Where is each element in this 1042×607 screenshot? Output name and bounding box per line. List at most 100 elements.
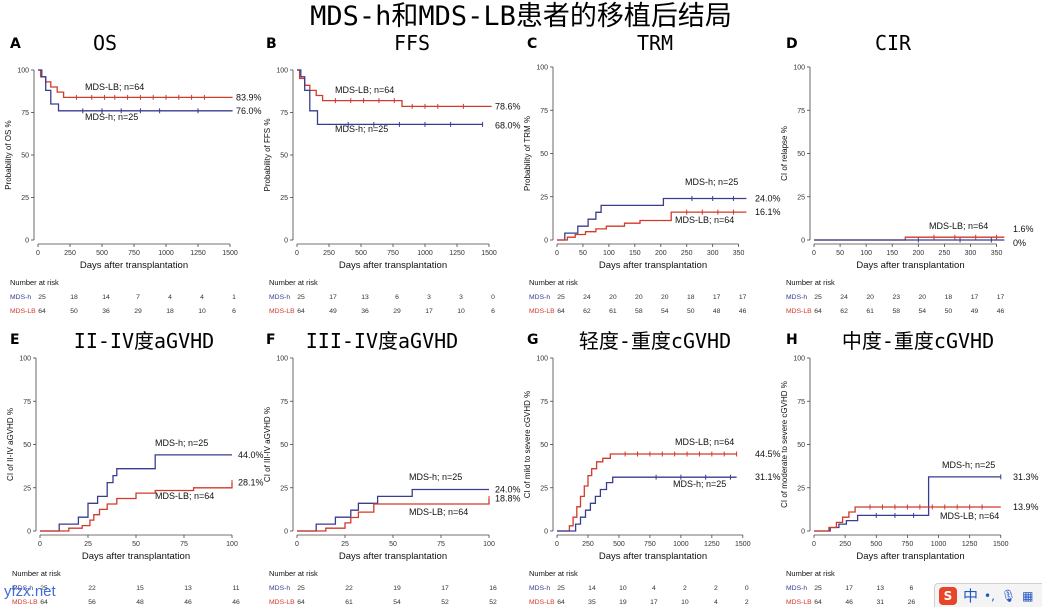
risk-value: 36 bbox=[361, 308, 369, 315]
x-tick-label: 25 bbox=[84, 541, 92, 548]
risk-value: 25 bbox=[297, 294, 305, 301]
microphone-icon[interactable]: 🎙 bbox=[1000, 588, 1017, 603]
risk-value: 49 bbox=[971, 308, 979, 315]
series-annotation: MDS-h; n=25 bbox=[409, 472, 462, 482]
end-value-label: 24.0% bbox=[755, 193, 781, 203]
y-axis-label: CI of III-IV aGVHD % bbox=[263, 407, 272, 482]
x-tick-label: 750 bbox=[644, 541, 656, 548]
risk-value: 20 bbox=[661, 294, 669, 301]
risk-value: 20 bbox=[866, 294, 874, 301]
x-tick-label: 350 bbox=[733, 250, 745, 257]
risk-value: 29 bbox=[134, 308, 142, 315]
risk-value: 13 bbox=[184, 585, 192, 592]
risk-value: 54 bbox=[919, 308, 927, 315]
y-axis-label: Probability of FFS % bbox=[263, 119, 272, 192]
y-tick-label: 50 bbox=[280, 153, 288, 160]
risk-value: 35 bbox=[588, 599, 596, 606]
end-value-label: 83.9% bbox=[236, 92, 262, 102]
figure-title: MDS-h和MDS-LB患者的移植后结局 bbox=[310, 1, 732, 32]
x-axis-label: Days after transplantation bbox=[599, 260, 707, 271]
risk-value: 10 bbox=[198, 308, 206, 315]
panel-letter: B bbox=[266, 36, 277, 52]
end-value-label: 31.3% bbox=[1013, 472, 1039, 482]
risk-row-name: MDS-LB bbox=[269, 599, 295, 606]
x-tick-label: 250 bbox=[64, 250, 76, 257]
end-value-label: 16.1% bbox=[755, 207, 781, 217]
x-tick-label: 100 bbox=[860, 250, 872, 257]
end-value-label: 0% bbox=[1013, 238, 1026, 248]
panel-E: E II-IV度aGVHD 0 25 50 75 100 0 25 50 75 100 Days aft… bbox=[6, 329, 264, 606]
risk-value: 46 bbox=[739, 308, 747, 315]
end-value-label: 44.0% bbox=[238, 450, 264, 460]
x-axis-label: Days after transplantation bbox=[856, 260, 964, 271]
risk-value: 64 bbox=[297, 599, 305, 606]
risk-value: 64 bbox=[38, 308, 46, 315]
y-tick-label: 25 bbox=[21, 195, 29, 202]
risk-row-name: MDS-LB bbox=[529, 308, 555, 315]
risk-value: 25 bbox=[557, 585, 565, 592]
y-tick-label: 75 bbox=[280, 399, 288, 406]
x-tick-label: 100 bbox=[226, 541, 238, 548]
end-value-label: 18.8% bbox=[495, 493, 521, 503]
risk-value: 20 bbox=[635, 294, 643, 301]
risk-table-title: Number at risk bbox=[529, 278, 578, 287]
x-tick-label: 1000 bbox=[158, 250, 174, 257]
curve-mds-h bbox=[557, 476, 737, 532]
punctuation-icon[interactable]: •, bbox=[984, 588, 995, 603]
risk-value: 22 bbox=[345, 585, 353, 592]
risk-table-title: Number at risk bbox=[10, 278, 59, 287]
risk-value: 61 bbox=[345, 599, 353, 606]
curve-mds-h bbox=[40, 454, 232, 532]
ime-language-toggle[interactable]: 中 bbox=[963, 587, 979, 605]
risk-value: 25 bbox=[814, 585, 822, 592]
panel-letter: G bbox=[527, 332, 539, 348]
end-value-label: 1.6% bbox=[1013, 224, 1034, 234]
y-tick-label: 25 bbox=[280, 195, 288, 202]
end-value-label: 68.0% bbox=[495, 120, 521, 130]
risk-row-name: MDS-h bbox=[12, 585, 33, 592]
y-axis-label: CI of mild to severe cGVHD % bbox=[523, 391, 532, 499]
y-tick-label: 100 bbox=[793, 65, 805, 72]
y-tick-label: 50 bbox=[540, 151, 548, 158]
end-value-label: 44.5% bbox=[755, 449, 781, 459]
panel-letter: C bbox=[527, 36, 537, 52]
y-tick-label: 50 bbox=[280, 442, 288, 449]
x-tick-label: 500 bbox=[870, 541, 882, 548]
y-tick-label: 0 bbox=[801, 238, 805, 245]
risk-value: 50 bbox=[945, 308, 953, 315]
risk-value: 19 bbox=[619, 599, 627, 606]
risk-table-title: Number at risk bbox=[12, 569, 61, 578]
curve-mds-lb bbox=[38, 69, 233, 99]
risk-value: 4 bbox=[168, 294, 172, 301]
y-tick-label: 25 bbox=[540, 485, 548, 492]
x-tick-label: 0 bbox=[36, 250, 40, 257]
x-tick-label: 1000 bbox=[673, 541, 689, 548]
risk-value: 17 bbox=[739, 294, 747, 301]
risk-row-name: MDS-h bbox=[269, 585, 290, 592]
panel-letter: A bbox=[10, 36, 21, 52]
risk-value: 0 bbox=[745, 585, 749, 592]
risk-value: 24 bbox=[840, 294, 848, 301]
panel-title: CIR bbox=[875, 31, 912, 55]
x-tick-label: 300 bbox=[707, 250, 719, 257]
x-tick-label: 750 bbox=[128, 250, 140, 257]
risk-table-title: Number at risk bbox=[269, 278, 318, 287]
risk-value: 48 bbox=[136, 599, 144, 606]
toolbox-icon[interactable]: ▦ bbox=[1022, 588, 1034, 603]
risk-value: 6 bbox=[909, 585, 913, 592]
risk-value: 18 bbox=[166, 308, 174, 315]
y-tick-label: 100 bbox=[17, 68, 29, 75]
curve-mds-h bbox=[38, 69, 233, 112]
sogou-logo-icon[interactable]: S bbox=[939, 586, 957, 605]
ime-toolbar[interactable]: S 中 •, 🎙 ▦ bbox=[934, 583, 1042, 607]
y-tick-label: 0 bbox=[25, 238, 29, 245]
risk-value: 25 bbox=[38, 294, 46, 301]
y-tick-label: 25 bbox=[540, 194, 548, 201]
risk-value: 13 bbox=[876, 585, 884, 592]
y-tick-label: 25 bbox=[797, 194, 805, 201]
x-tick-label: 350 bbox=[991, 250, 1003, 257]
x-tick-label: 250 bbox=[582, 541, 594, 548]
x-tick-label: 75 bbox=[180, 541, 188, 548]
y-tick-label: 100 bbox=[793, 356, 805, 363]
